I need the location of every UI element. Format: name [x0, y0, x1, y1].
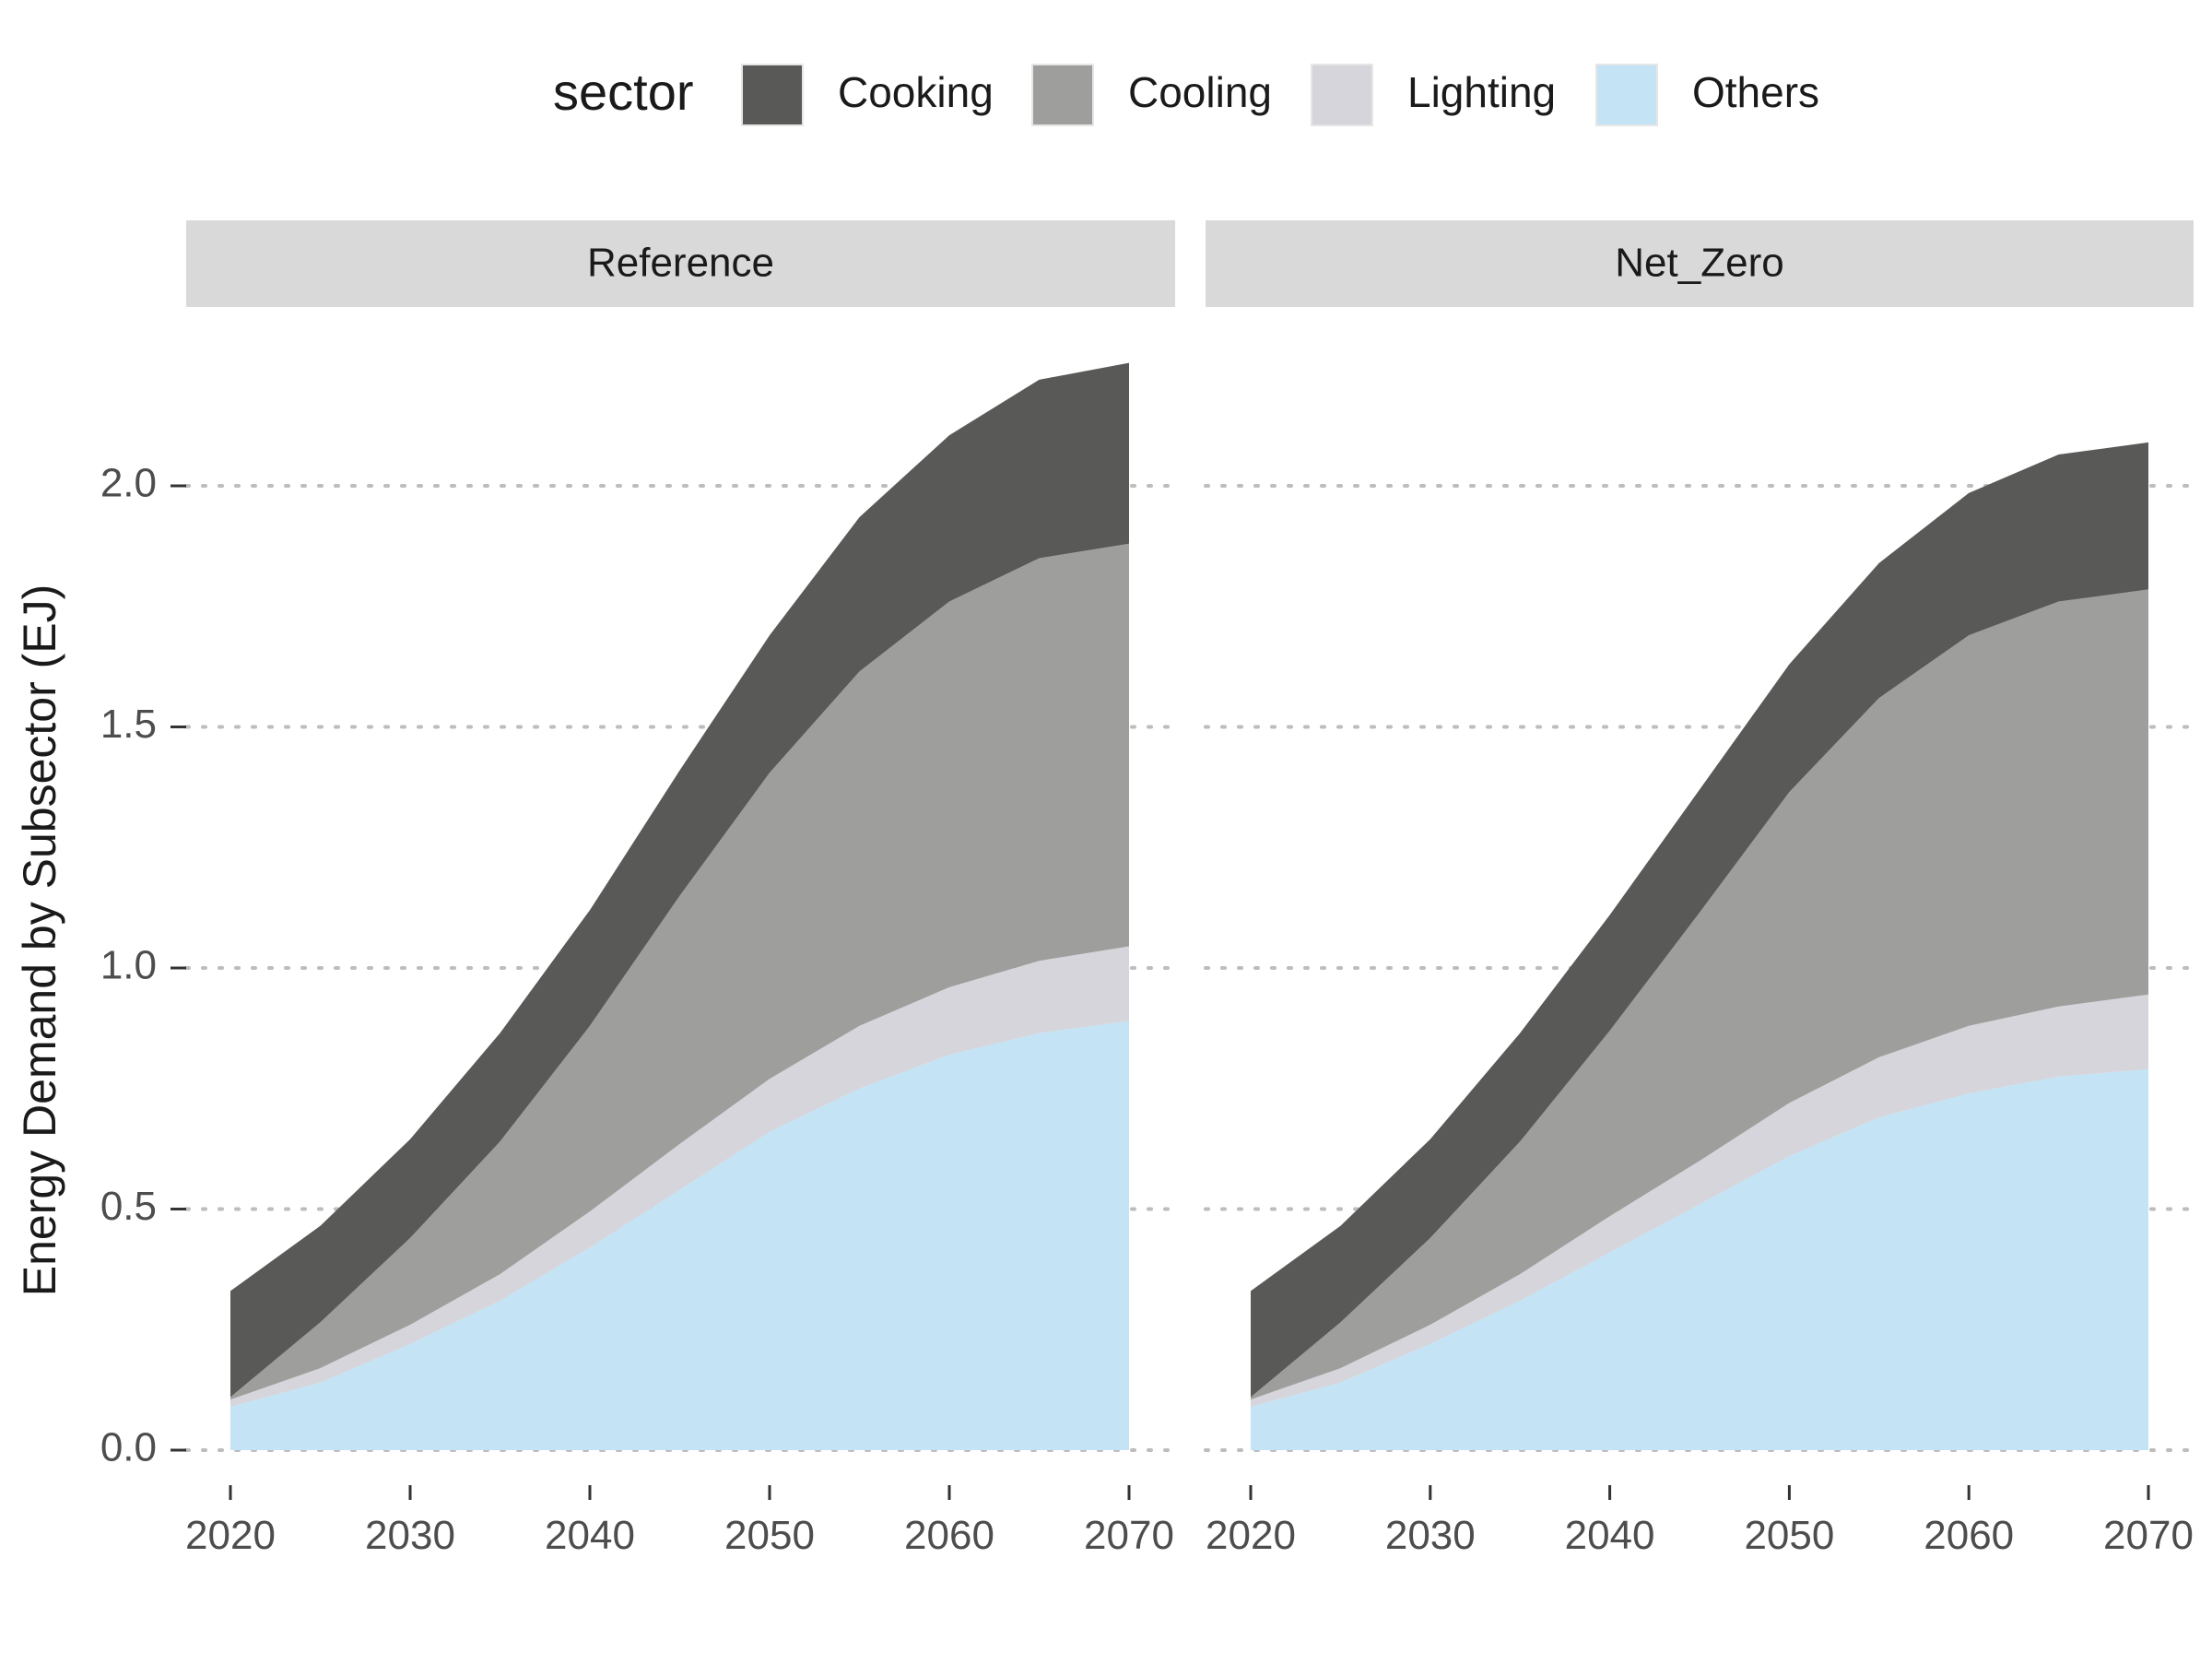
x-tick-label: 2030 [365, 1513, 455, 1558]
facet-strip [1206, 220, 2194, 307]
y-tick-label: 1.5 [100, 702, 157, 747]
facet-strip [186, 220, 1175, 307]
legend-key-lighting [1311, 64, 1373, 126]
x-tick-label: 2050 [724, 1513, 815, 1558]
facet-panels: Reference 2020 2030 2040 2050 2060 2070 0.0 0.5 1… [100, 220, 2195, 1558]
area-layer [230, 362, 1129, 1450]
area-lighting [230, 946, 1129, 1407]
panel-reference: Reference 2020 2030 2040 2050 2060 2070 0.0 0.5 1… [100, 220, 1177, 1558]
area-cooking [1251, 442, 2148, 1398]
panel-net-zero: Net_Zero 2020 2030 2040 2050 2060 2070 [1204, 220, 2195, 1558]
x-tick-label: 2040 [1565, 1513, 1655, 1558]
x-tick-label: 2060 [904, 1513, 994, 1558]
area-others [230, 1021, 1129, 1450]
legend-key-cooling [1031, 64, 1094, 126]
x-tick-label: 2020 [185, 1513, 276, 1558]
legend-label-lighting: Lighting [1407, 68, 1556, 116]
area-cooling [1251, 589, 2148, 1400]
x-tick-label: 2070 [2103, 1513, 2194, 1558]
legend-title: sector [553, 63, 694, 121]
area-lighting [1251, 994, 2148, 1407]
area-cooking [230, 362, 1129, 1398]
facet-title: Net_Zero [1615, 241, 1783, 286]
y-tick-label: 0.5 [100, 1184, 157, 1229]
legend-key-cooking [741, 64, 804, 126]
legend-label-others: Others [1692, 68, 1819, 116]
area-layer [1251, 442, 2148, 1450]
legend-label-cooling: Cooling [1128, 68, 1272, 116]
y-axis-label: Energy Demand by Subsector (EJ) [14, 584, 65, 1297]
x-tick-label: 2070 [1084, 1513, 1174, 1558]
x-tick-label: 2040 [545, 1513, 635, 1558]
x-tick-label: 2050 [1744, 1513, 1834, 1558]
facet-title: Reference [587, 241, 774, 286]
x-tick-label: 2020 [1206, 1513, 1296, 1558]
y-tick-label: 2.0 [100, 461, 157, 506]
area-cooling [230, 543, 1129, 1400]
x-tick-label: 2030 [1385, 1513, 1476, 1558]
y-tick-label: 0.0 [100, 1425, 157, 1470]
legend-key-others [1595, 64, 1658, 126]
legend-label-cooking: Cooking [838, 68, 994, 116]
x-tick-label: 2060 [1924, 1513, 2014, 1558]
legend: sector Cooking Cooling Lighting Others [553, 63, 1819, 126]
y-tick-label: 1.0 [100, 943, 157, 988]
area-others [1251, 1068, 2148, 1450]
